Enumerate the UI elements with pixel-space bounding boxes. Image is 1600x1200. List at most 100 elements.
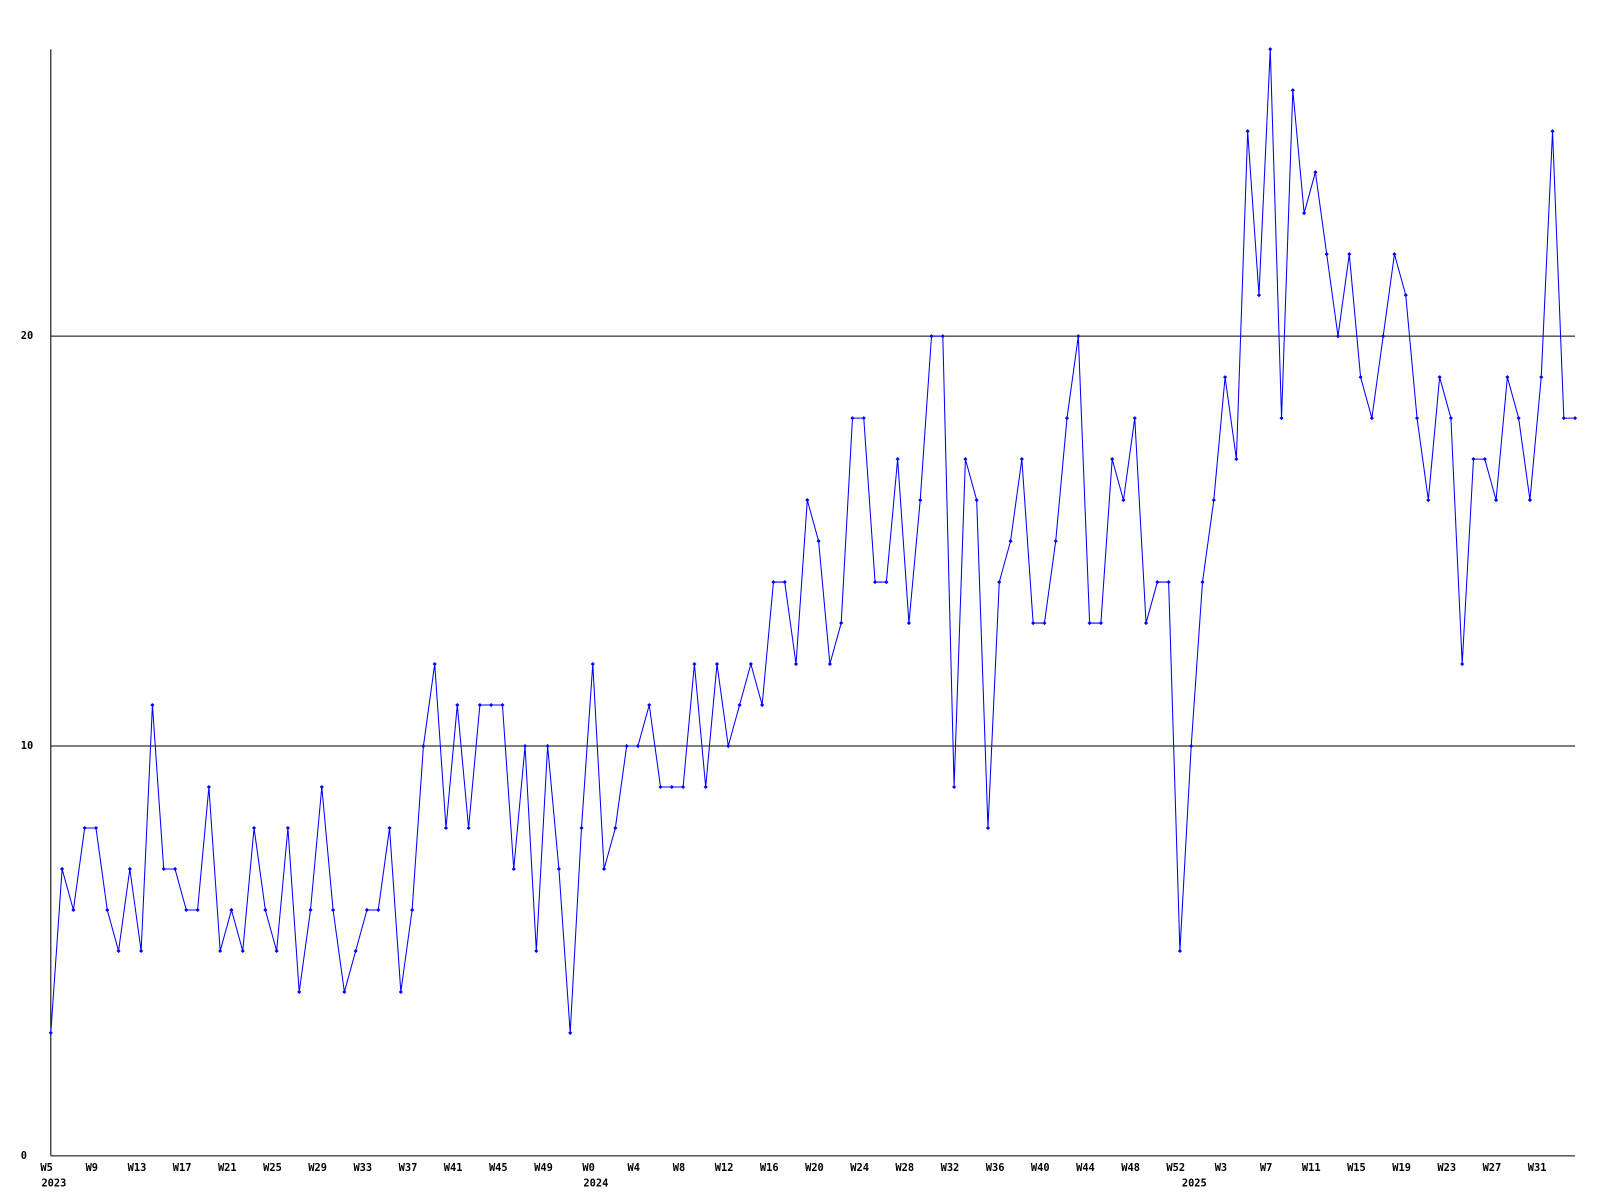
x-tick-label: W52 (1166, 1162, 1185, 1174)
data-point (782, 580, 787, 585)
data-point (1448, 416, 1453, 421)
data-point (1155, 580, 1160, 585)
data-point (929, 334, 934, 339)
data-point (681, 784, 686, 790)
data-point (963, 457, 968, 462)
data-point (364, 907, 370, 913)
x-tick-label: W48 (1121, 1162, 1140, 1174)
data-point (760, 702, 765, 708)
data-point (218, 948, 223, 954)
data-point (602, 866, 607, 872)
data-point (342, 989, 347, 994)
data-point (1302, 211, 1307, 216)
y-tick-label: 10 (21, 740, 33, 752)
data-point (534, 948, 539, 954)
data-point (918, 498, 923, 503)
data-point (1166, 580, 1171, 585)
x-tick-label: W45 (489, 1162, 508, 1174)
data-point (1573, 416, 1578, 421)
data-point (827, 661, 832, 667)
x-tick-label: W12 (715, 1162, 734, 1174)
data-point (184, 907, 189, 913)
data-point (353, 948, 358, 954)
data-point (613, 825, 618, 831)
x-tick-label: W32 (941, 1162, 960, 1174)
data-point (60, 866, 65, 872)
data-point (771, 580, 776, 585)
data-point (466, 825, 471, 831)
data-point (477, 702, 482, 708)
x-tick-label: W20 (805, 1162, 824, 1174)
data-point (500, 702, 505, 708)
data-point (1234, 457, 1239, 462)
year-label: 2024 (583, 1178, 608, 1190)
data-point (839, 621, 844, 626)
data-point (1494, 498, 1499, 503)
data-point (805, 498, 810, 503)
data-point (1110, 457, 1115, 462)
data-point (816, 539, 821, 544)
data-point (93, 825, 99, 831)
data-point (635, 743, 641, 749)
data-point (1008, 539, 1013, 544)
data-point (443, 825, 449, 831)
x-tick-label: W19 (1392, 1162, 1411, 1174)
data-point (127, 866, 132, 872)
data-point (1561, 416, 1566, 421)
data-point (1426, 498, 1431, 503)
data-point (1358, 375, 1363, 380)
x-tick-label: W5 (40, 1162, 52, 1174)
data-point (726, 743, 731, 749)
data-point (1516, 416, 1521, 421)
data-point (421, 743, 426, 749)
data-point (1268, 47, 1273, 52)
data-point (319, 784, 324, 790)
data-point (940, 334, 945, 339)
data-point (1482, 457, 1487, 462)
data-point (1200, 580, 1205, 585)
data-point (1121, 498, 1126, 503)
data-point (895, 457, 900, 462)
data-point (692, 661, 697, 667)
data-point (624, 743, 629, 749)
data-point (1381, 334, 1386, 339)
year-label: 2025 (1182, 1178, 1207, 1190)
data-point (229, 907, 234, 913)
data-point (285, 825, 290, 831)
data-point (669, 784, 674, 790)
x-tick-label: W33 (353, 1162, 372, 1174)
data-point (263, 907, 268, 913)
data-point (82, 825, 87, 831)
x-tick-label: W23 (1437, 1162, 1456, 1174)
data-point (1392, 252, 1397, 257)
data-point (1347, 252, 1352, 257)
x-tick-label: W21 (218, 1162, 237, 1174)
data-point (861, 416, 866, 421)
data-point (455, 702, 460, 708)
x-tick-label: W49 (534, 1162, 553, 1174)
data-point (150, 702, 155, 708)
data-point (985, 825, 991, 831)
data-point (116, 948, 121, 954)
data-point (1313, 170, 1318, 175)
data-point (1290, 88, 1295, 93)
data-point (297, 989, 302, 994)
data-point (1279, 416, 1284, 421)
data-point (872, 580, 878, 585)
data-point (579, 825, 584, 831)
x-tick-label: W4 (628, 1162, 640, 1174)
data-point (737, 702, 742, 708)
data-point (206, 784, 211, 790)
x-tick-label: W3 (1215, 1162, 1227, 1174)
data-point (1053, 539, 1058, 544)
data-point (952, 784, 957, 790)
data-point (331, 907, 336, 913)
data-point (748, 661, 753, 667)
data-point (850, 416, 855, 421)
data-point (1098, 621, 1103, 626)
data-point (1460, 661, 1465, 667)
data-point (48, 1030, 53, 1035)
data-point (703, 784, 708, 790)
